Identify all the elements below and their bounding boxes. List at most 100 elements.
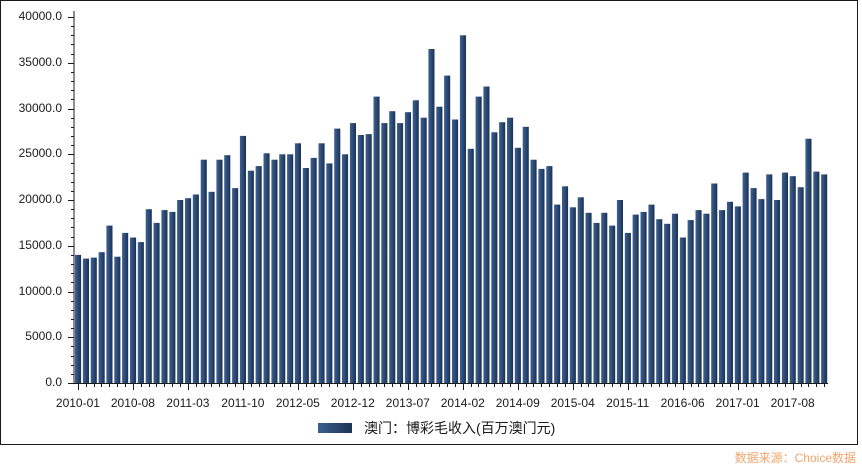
x-tick-label: 2014-09 (495, 396, 540, 410)
bar-2015-07 (593, 222, 600, 383)
bar-2012-03 (279, 154, 286, 384)
bar-2014-10 (522, 126, 529, 384)
bar-2010-09 (137, 242, 144, 383)
bar-2017-04 (758, 199, 765, 383)
x-tick-label: 2011-10 (221, 396, 265, 410)
bar-2013-01 (357, 135, 364, 383)
data-source-note: 数据来源：Choice数据 (734, 451, 856, 465)
x-tick-label: 2015-11 (606, 396, 650, 410)
x-tick-label: 2013-07 (385, 396, 430, 410)
bar-2016-07 (687, 220, 694, 383)
x-tick-label: 2014-02 (440, 396, 485, 410)
x-tick-label: 2017-08 (770, 396, 815, 410)
bar-2016-04 (664, 223, 671, 383)
bar-2013-12 (444, 75, 451, 383)
y-tick-label: 10000.0 (18, 283, 62, 298)
bar-2016-11 (719, 210, 726, 383)
y-tick-label: 20000.0 (18, 192, 62, 206)
bar-2011-12 (255, 166, 262, 383)
bar-2013-02 (365, 134, 372, 383)
bar-2014-02 (459, 35, 466, 384)
x-tick-label: 2015-04 (550, 396, 595, 410)
bar-2016-09 (703, 213, 710, 383)
bar-2010-07 (122, 232, 129, 383)
bar-2014-12 (538, 168, 545, 383)
bar-2015-08 (601, 212, 608, 383)
bar-2011-06 (208, 191, 215, 383)
x-tick-label: 2012-05 (275, 396, 320, 410)
bar-2015-10 (616, 200, 623, 383)
bar-2011-07 (216, 159, 223, 383)
legend-swatch-icon (318, 423, 352, 433)
bar-2012-08 (318, 143, 325, 383)
axes-group (68, 11, 828, 390)
x-tick-label: 2011-03 (166, 396, 210, 410)
x-tick-label: 2016-06 (660, 396, 705, 410)
bar-2013-05 (389, 111, 396, 383)
bar-2017-07 (781, 172, 788, 383)
bar-2015-06 (585, 212, 592, 383)
bar-2014-08 (507, 117, 514, 383)
bar-2013-04 (381, 123, 388, 383)
bar-2014-06 (491, 132, 498, 383)
y-tick-label: 0.0 (45, 375, 62, 389)
y-tick-label: 35000.0 (18, 54, 62, 69)
bar-2015-02 (554, 204, 561, 383)
bar-2012-12 (349, 123, 356, 383)
x-tick-label: 2010-01 (55, 396, 100, 410)
bar-2013-08 (412, 100, 419, 384)
x-tick-label: 2012-12 (330, 396, 375, 410)
bar-2016-05 (671, 213, 678, 383)
x-tick-label: 2010-08 (110, 396, 155, 410)
legend-label: 澳门：博彩毛收入(百万澳门元) (364, 420, 556, 436)
y-tick-label: 25000.0 (18, 146, 62, 161)
bar-2017-01 (734, 206, 741, 383)
bar-2014-07 (499, 122, 506, 383)
bar-2017-11 (813, 171, 820, 383)
bar-2016-12 (726, 201, 733, 383)
y-tick-label: 30000.0 (18, 100, 62, 115)
y-tick-label: 5000.0 (25, 329, 62, 344)
bar-2012-09 (326, 163, 333, 383)
bar-2011-03 (185, 198, 192, 383)
bar-2016-10 (711, 183, 718, 383)
bars-group (75, 35, 828, 384)
bar-2010-10 (145, 209, 152, 383)
bar-2017-03 (750, 188, 757, 383)
bar-2013-10 (428, 49, 435, 383)
bar-2017-09 (797, 187, 804, 383)
bar-2014-01 (452, 119, 459, 383)
bar-2016-06 (679, 237, 686, 383)
bar-2010-03 (90, 257, 97, 383)
bar-2016-01 (640, 211, 647, 383)
bar-2010-08 (130, 237, 137, 383)
bar-2012-04 (287, 154, 294, 384)
bar-2010-06 (114, 256, 121, 383)
bar-2010-02 (82, 258, 89, 383)
x-tick-label: 2017-01 (715, 396, 760, 410)
y-tick-label: 15000.0 (18, 237, 62, 252)
bar-2013-06 (397, 123, 404, 383)
bar-2014-05 (483, 86, 490, 383)
bar-2016-03 (656, 219, 663, 383)
bar-2012-05 (294, 143, 301, 383)
bar-2015-11 (624, 232, 631, 383)
bar-2011-10 (239, 135, 246, 383)
bar-2011-05 (200, 159, 207, 383)
bar-2011-01 (169, 211, 176, 383)
legend: 澳门：博彩毛收入(百万澳门元) (318, 418, 555, 438)
bar-2012-01 (263, 153, 270, 383)
bar-2015-01 (546, 166, 553, 383)
bar-2014-09 (514, 147, 521, 383)
bar-2011-11 (247, 170, 254, 383)
bar-2013-07 (404, 112, 411, 383)
bar-2017-12 (821, 174, 828, 383)
bar-2013-09 (420, 117, 427, 383)
bar-2011-02 (177, 200, 184, 383)
bar-2010-12 (161, 210, 168, 383)
bar-2011-04 (192, 194, 199, 383)
bar-2012-06 (302, 168, 309, 383)
bar-2017-10 (805, 138, 812, 383)
bar-2014-04 (475, 96, 482, 383)
